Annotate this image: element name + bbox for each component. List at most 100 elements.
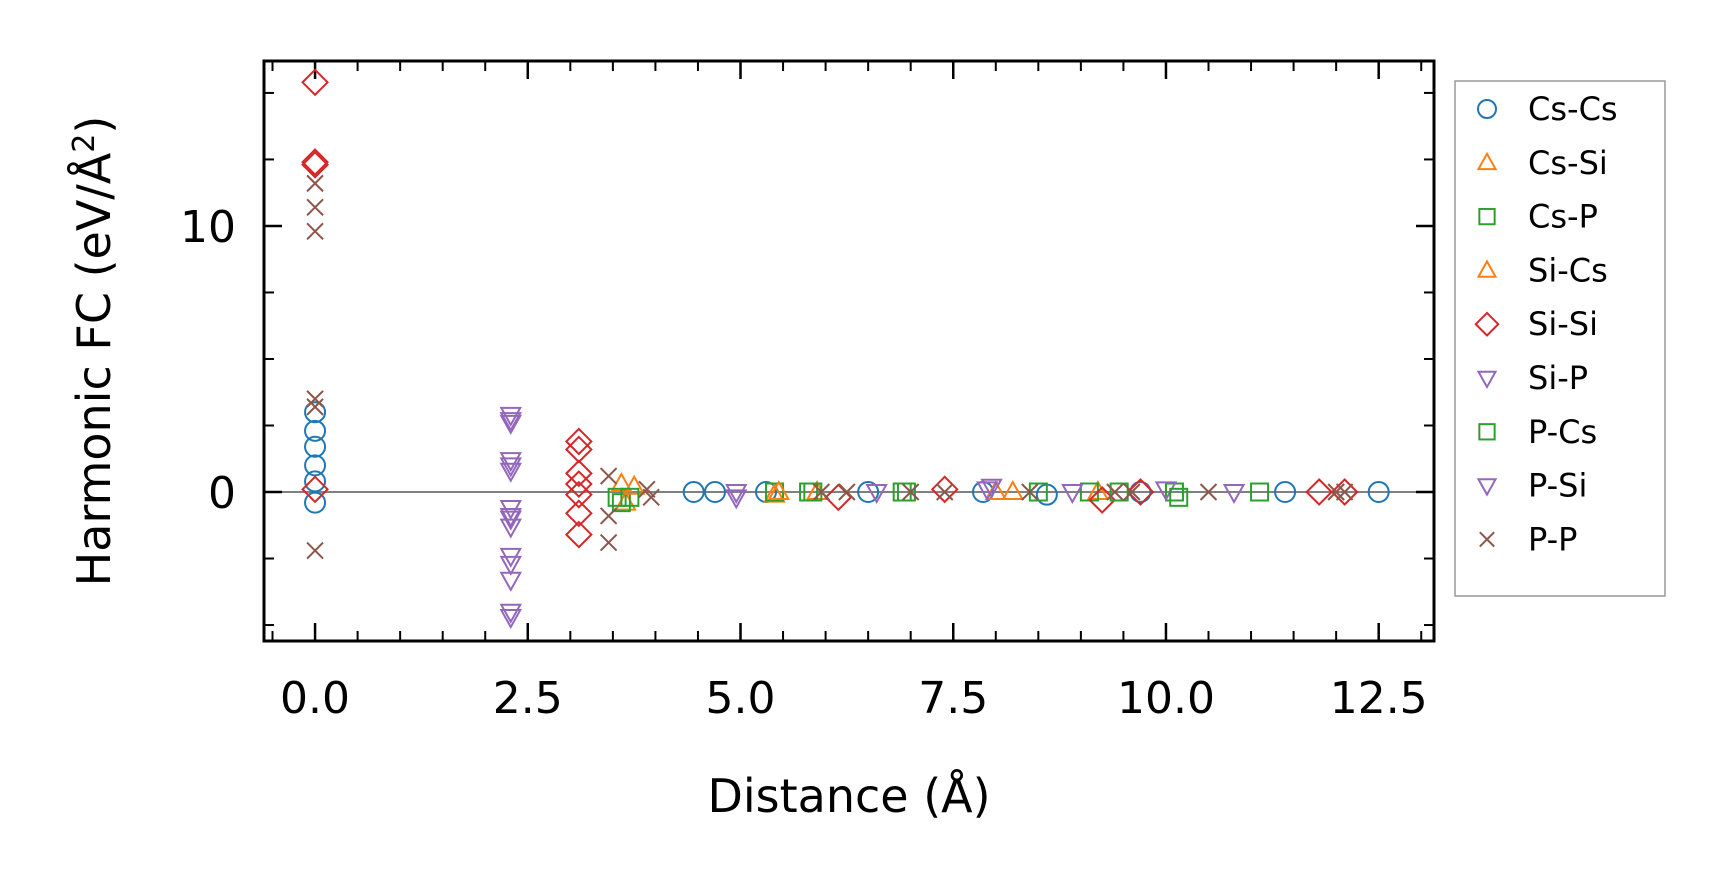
data-point [1335, 483, 1354, 501]
series-si-si [301, 68, 1359, 549]
data-point [499, 412, 522, 433]
legend-box [1454, 80, 1666, 597]
data-point [301, 150, 329, 179]
x-axis-label: Distance (Å) [707, 769, 990, 823]
legend-marker-si-p [1476, 370, 1498, 390]
data-point [642, 488, 660, 507]
data-point [564, 470, 593, 498]
data-point [930, 475, 959, 504]
data-point [1327, 483, 1345, 501]
data-point [1021, 483, 1039, 501]
data-point [499, 452, 522, 473]
data-point [499, 555, 522, 576]
legend-label: Cs-Cs [1528, 90, 1618, 128]
data-point [1061, 484, 1084, 505]
legend-label: Cs-P [1528, 198, 1598, 236]
data-point [306, 174, 324, 193]
data-point [301, 68, 329, 97]
data-point [564, 499, 593, 528]
data-point [499, 457, 522, 478]
data-point [976, 481, 999, 502]
data-point [896, 482, 916, 502]
x-tick-label: 2.5 [493, 673, 563, 724]
data-point [564, 480, 593, 509]
data-point [838, 483, 856, 501]
y-axis-label-close: ) [67, 116, 121, 134]
data-point [725, 489, 748, 510]
legend: Cs-Cs Cs-Si Cs-P Si-Cs Si-Si Si-P P-Cs P-Si P-P [1454, 80, 1666, 597]
data-point [499, 603, 522, 624]
y-tick-label: 10 [180, 202, 236, 253]
data-point [306, 390, 324, 408]
legend-marker-cs-cs [1477, 99, 1497, 119]
data-point [936, 483, 954, 501]
data-point [1001, 479, 1025, 501]
data-point [499, 462, 522, 483]
data-point [620, 487, 640, 507]
series-p-p [306, 174, 1354, 560]
data-point [799, 482, 819, 502]
series-cs-cs [304, 401, 1390, 514]
data-point [1274, 481, 1297, 504]
data-point [824, 483, 853, 512]
data-point [1169, 487, 1189, 507]
y-tick-label: 0 [208, 468, 236, 519]
data-point [564, 520, 593, 549]
legend-label: P-P [1528, 520, 1577, 558]
data-point [1129, 481, 1152, 504]
x-tick-label: 10.0 [1117, 673, 1215, 724]
data-point [499, 414, 522, 435]
data-point [1367, 481, 1390, 504]
data-point [622, 474, 646, 495]
data-point [304, 454, 327, 477]
plot-frame [262, 59, 1436, 643]
data-point [306, 398, 324, 416]
x-tick-label: 7.5 [918, 673, 988, 724]
x-tick-label: 5.0 [706, 673, 776, 724]
data-point [638, 480, 656, 499]
legend-marker-cs-si [1476, 151, 1498, 171]
data-point [1126, 478, 1155, 506]
data-point [901, 483, 920, 501]
data-point [599, 533, 618, 552]
data-point [599, 507, 618, 525]
data-point [984, 479, 1007, 501]
data-point [980, 478, 1003, 499]
x-tick-label: 0.0 [280, 673, 350, 724]
data-point [564, 427, 593, 456]
legend-label: Si-P [1528, 359, 1588, 397]
data-point [304, 470, 327, 493]
data-point [599, 467, 618, 485]
legend-marker-si-si [1474, 311, 1500, 337]
data-point [306, 541, 324, 560]
data-point [703, 481, 726, 504]
data-point [725, 484, 748, 505]
legend-label: P-Si [1528, 467, 1587, 505]
legend-marker-p-cs [1478, 423, 1496, 441]
data-point [304, 419, 327, 442]
data-point [865, 484, 888, 505]
legend-marker-p-si [1476, 478, 1498, 497]
data-point [1106, 483, 1124, 501]
legend-label: Si-Si [1528, 305, 1598, 343]
data-point [304, 435, 327, 458]
series-p-cs [620, 482, 1189, 507]
data-point [306, 198, 324, 217]
y-axis-label-superscript: 2 [67, 134, 102, 153]
series-si-cs [622, 474, 1007, 501]
data-point [301, 475, 329, 504]
y-axis-label-main: Harmonic FC (eV/Å [67, 152, 121, 586]
data-point [682, 481, 705, 504]
data-point [1305, 478, 1334, 506]
data-point [1330, 478, 1359, 506]
data-point [304, 401, 327, 424]
data-point [301, 148, 329, 177]
series-si-p [499, 406, 1246, 624]
data-point [607, 487, 627, 507]
data-point [304, 491, 327, 514]
data-point [499, 518, 522, 539]
legend-marker-si-cs [1476, 259, 1498, 278]
legend-label: P-Cs [1528, 413, 1597, 451]
legend-label: Si-Cs [1528, 251, 1608, 289]
